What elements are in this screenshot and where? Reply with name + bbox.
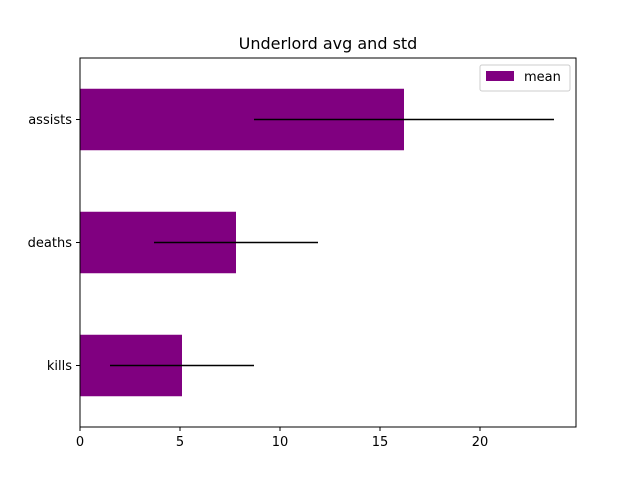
plot-area xyxy=(79,57,577,428)
x-tick-label-20: 20 xyxy=(472,435,489,450)
x-tick-label-5: 5 xyxy=(176,435,184,450)
chart-title: Underlord avg and std xyxy=(239,34,418,53)
y-tick-label-deaths: deaths xyxy=(28,236,73,251)
legend-label-mean: mean xyxy=(524,70,561,85)
y-axis: kills deaths assists xyxy=(28,113,80,374)
x-axis: 0 5 10 15 20 xyxy=(76,427,488,450)
x-tick-label-15: 15 xyxy=(372,435,389,450)
legend: mean xyxy=(479,64,571,92)
x-tick-label-10: 10 xyxy=(272,435,289,450)
error-bars-layer xyxy=(110,118,554,367)
y-tick-label-assists: assists xyxy=(28,113,72,128)
legend-swatch-mean xyxy=(486,71,514,81)
y-tick-label-kills: kills xyxy=(47,359,72,374)
x-tick-label-0: 0 xyxy=(76,435,84,450)
